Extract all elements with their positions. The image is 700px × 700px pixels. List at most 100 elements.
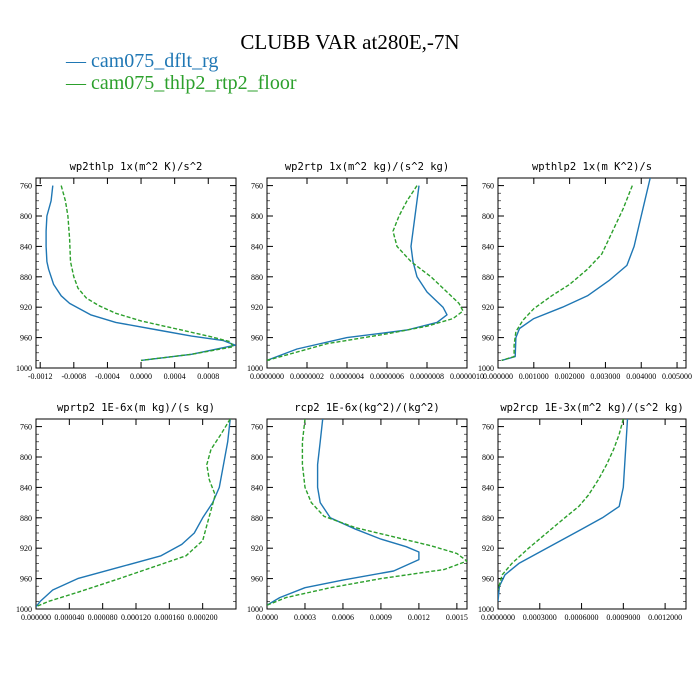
- chart-title: wp2thlp 1x(m^2 K)/s^2: [70, 161, 203, 173]
- y-tick-label: 880: [20, 514, 32, 523]
- plot-frame: [497, 418, 687, 610]
- y-tick-label: 1000: [478, 605, 494, 614]
- y-tick-label: 960: [251, 334, 263, 343]
- y-tick-label: 800: [482, 453, 494, 462]
- y-tick-label: 920: [482, 544, 494, 553]
- x-tick-label: -0.0012: [28, 372, 53, 381]
- chart-panel-4: rcp2 1E-6x(kg^2)/(kg^2) 760 800 840 880 920 96…: [247, 402, 468, 622]
- x-tick-label: 0.0009000: [606, 613, 640, 622]
- y-tick-label: 880: [482, 514, 494, 523]
- y-tick-label: 1000: [247, 364, 263, 373]
- x-tick-label: 0.000000: [21, 613, 51, 622]
- y-tick-label: 1000: [16, 364, 32, 373]
- x-tick-label: 0.000160: [154, 613, 184, 622]
- x-tick-label: 0.0000010: [450, 372, 484, 381]
- x-tick-label: 0.0000004: [330, 372, 364, 381]
- chart-title: rcp2 1E-6x(kg^2)/(kg^2): [294, 402, 439, 414]
- x-tick-label: -0.0008: [61, 372, 86, 381]
- y-tick-label: 760: [251, 423, 263, 432]
- y-tick-label: 760: [20, 423, 32, 432]
- plot-frame: [497, 177, 687, 369]
- x-tick-label: 0.0006000: [565, 613, 599, 622]
- x-tick-label: 0.0000: [130, 372, 152, 381]
- series-line-1: [267, 185, 464, 362]
- y-tick-label: 840: [20, 242, 32, 251]
- chart-title: wpthlp2 1x(m K^2)/s: [532, 161, 652, 173]
- x-tick-label: 0.0008: [197, 372, 219, 381]
- y-tick-label: 800: [482, 212, 494, 221]
- series-line-0: [45, 185, 236, 362]
- legend-line-floor: —: [66, 72, 91, 94]
- y-tick-label: 920: [20, 303, 32, 312]
- figure-title: CLUBB VAR at280E,-7N: [240, 30, 460, 54]
- x-tick-label: 0.000080: [88, 613, 118, 622]
- x-tick-label: 0.0004: [164, 372, 186, 381]
- y-tick-label: 760: [482, 423, 494, 432]
- chart-panel-1: wp2rtp 1x(m^2 kg)/(s^2 kg) 760 800 840 880 92…: [247, 161, 484, 381]
- plot-frame: [266, 177, 468, 369]
- y-tick-label: 960: [482, 575, 494, 584]
- y-tick-label: 920: [20, 544, 32, 553]
- series-line-0: [267, 185, 448, 362]
- chart-panel-0: wp2thlp 1x(m^2 K)/s^2 760 800 840 880 920 960 1…: [16, 161, 237, 381]
- y-tick-label: 760: [482, 182, 494, 191]
- y-tick-label: 880: [251, 514, 263, 523]
- y-tick-label: 880: [20, 273, 32, 282]
- y-tick-label: 880: [251, 273, 263, 282]
- y-tick-label: 880: [482, 273, 494, 282]
- x-tick-label: 0.0012000: [648, 613, 682, 622]
- y-tick-label: 760: [251, 182, 263, 191]
- x-tick-label: 0.005000: [662, 372, 692, 381]
- series-line-1: [36, 419, 231, 608]
- plot-frame: [266, 418, 468, 610]
- x-tick-label: 0.003000: [590, 372, 620, 381]
- x-tick-label: 0.0000006: [370, 372, 404, 381]
- series-line-0: [267, 419, 420, 606]
- y-tick-label: 800: [20, 453, 32, 462]
- y-tick-label: 920: [251, 544, 263, 553]
- series-line-1: [267, 419, 467, 606]
- x-tick-label: 0.0003000: [523, 613, 557, 622]
- chart-title: wp2rtp 1x(m^2 kg)/(s^2 kg): [285, 161, 449, 173]
- x-tick-label: 0.000200: [188, 613, 218, 622]
- y-tick-label: 760: [20, 182, 32, 191]
- x-tick-label: 0.0009: [370, 613, 392, 622]
- y-tick-label: 800: [251, 453, 263, 462]
- x-tick-label: 0.001000: [519, 372, 549, 381]
- x-tick-label: 0.0000002: [290, 372, 324, 381]
- y-tick-label: 840: [482, 242, 494, 251]
- legend-label-dflt: cam075_dflt_rg: [91, 50, 219, 72]
- y-tick-label: 1000: [247, 605, 263, 614]
- x-tick-label: 0.000040: [54, 613, 84, 622]
- x-tick-label: 0.0006: [332, 613, 354, 622]
- x-tick-label: 0.0000: [256, 613, 278, 622]
- y-tick-label: 800: [20, 212, 32, 221]
- chart-panel-3: wprtp2 1E-6x(m kg)/(s kg) 760 800 840 880 920…: [16, 402, 237, 622]
- x-tick-label: 0.002000: [555, 372, 585, 381]
- legend-line-dflt: —: [66, 50, 91, 72]
- series-line-1: [498, 419, 624, 591]
- legend-entry-dflt: — cam075_dflt_rg: [66, 50, 218, 73]
- y-tick-label: 960: [251, 575, 263, 584]
- y-tick-label: 920: [251, 303, 263, 312]
- x-tick-label: 0.0012: [408, 613, 430, 622]
- x-tick-label: -0.0004: [95, 372, 120, 381]
- x-tick-label: 0.0000008: [410, 372, 444, 381]
- legend-label-floor: cam075_thlp2_rtp2_floor: [91, 72, 297, 94]
- x-tick-label: 0.0000000: [481, 613, 515, 622]
- x-tick-label: 0.000120: [121, 613, 151, 622]
- y-tick-label: 1000: [478, 364, 494, 373]
- series-line-1: [501, 185, 633, 362]
- x-tick-label: 0.0015: [446, 613, 468, 622]
- y-tick-label: 920: [482, 303, 494, 312]
- x-tick-label: 0.0003: [294, 613, 316, 622]
- chart-title: wp2rcp 1E-3x(m^2 kg)/(s^2 kg): [500, 402, 683, 414]
- chart-title: wprtp2 1E-6x(m kg)/(s kg): [57, 402, 215, 414]
- x-tick-label: 0.000000: [483, 372, 513, 381]
- x-tick-label: 0.004000: [626, 372, 656, 381]
- y-tick-label: 840: [20, 483, 32, 492]
- y-tick-label: 840: [482, 483, 494, 492]
- chart-panel-2: wpthlp2 1x(m K^2)/s 760 800 840 880 920 960 100…: [478, 161, 692, 381]
